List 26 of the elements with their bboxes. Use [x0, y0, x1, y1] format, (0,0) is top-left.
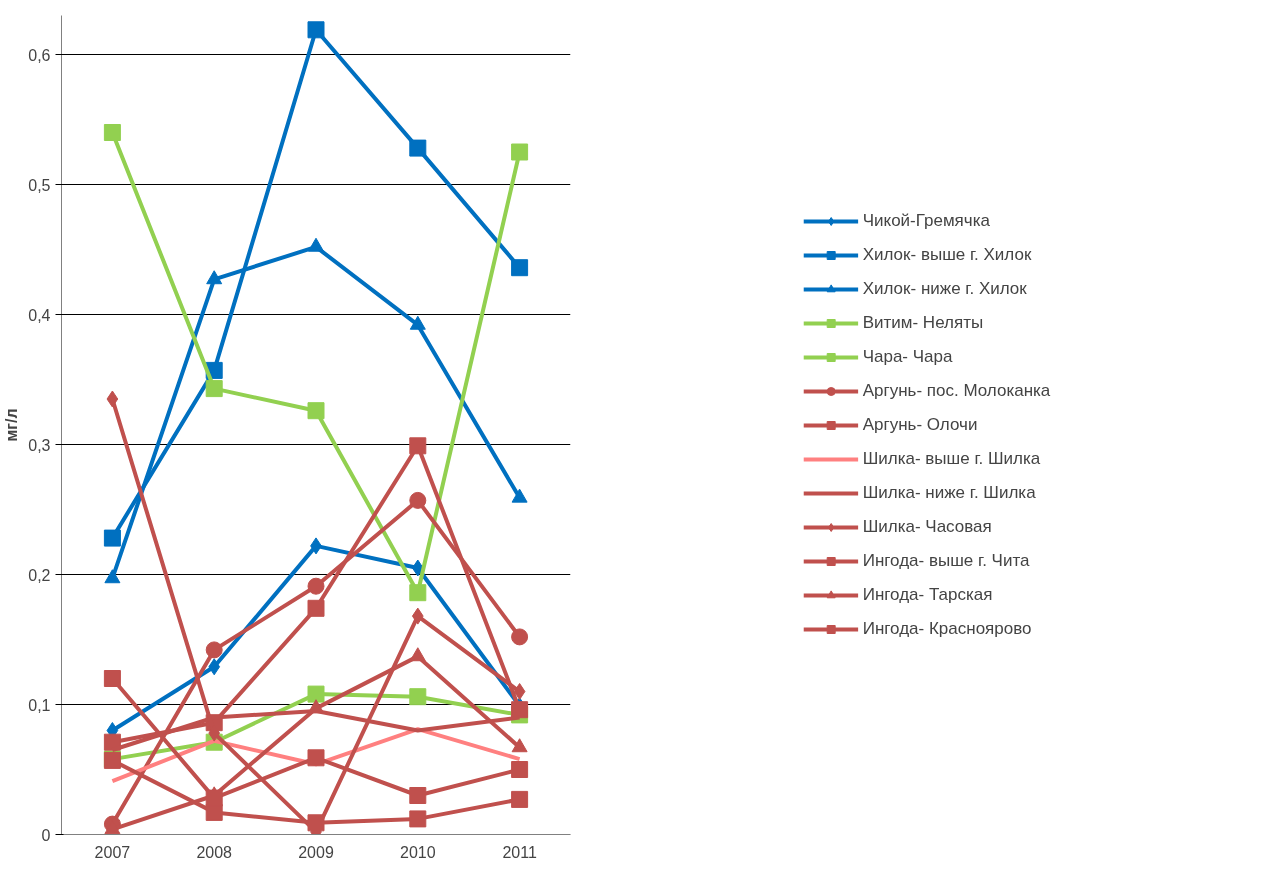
y-tick-label: 0,6 [28, 46, 51, 64]
x-tick-label: 2010 [400, 843, 436, 861]
legend-label: Витим- Неляты [862, 312, 984, 333]
legend-label: Хилок- ниже г. Хилок [862, 278, 1027, 299]
y-tick-label: 0,3 [28, 436, 51, 454]
x-tick-label: 2007 [94, 843, 131, 861]
legend-label: Чикой-Гремячка [862, 210, 990, 231]
legend-label: Ингода- выше г. Чита [862, 550, 1030, 571]
y-tick-label: 0,1 [28, 696, 51, 714]
x-tick-label: 2009 [298, 843, 334, 861]
y-tick-label: 0,5 [28, 176, 51, 194]
legend-label: Ингода- Красноярово [862, 618, 1032, 639]
y-tick-label: 0 [41, 826, 51, 844]
legend-label: Аргунь- Олочи [862, 414, 978, 435]
legend-label: Шилка- ниже г. Шилка [862, 482, 1036, 503]
y-tick-label: 0,4 [28, 306, 51, 324]
y-tick-label: 0,2 [28, 566, 51, 584]
legend-label: Шилка- Часовая [862, 516, 992, 537]
legend-label: Шилка- выше г. Шилка [862, 448, 1041, 469]
x-tick-label: 2008 [196, 843, 233, 861]
x-tick-label: 2011 [502, 843, 537, 861]
y-axis-title: мг/л [3, 408, 21, 442]
legend-label: Ингода- Тарская [862, 584, 993, 605]
legend-label: Хилок- выше г. Хилок [862, 244, 1032, 265]
legend-label: Аргунь- пос. Молоканка [862, 380, 1051, 401]
legend-label: Чара- Чара [862, 346, 953, 367]
